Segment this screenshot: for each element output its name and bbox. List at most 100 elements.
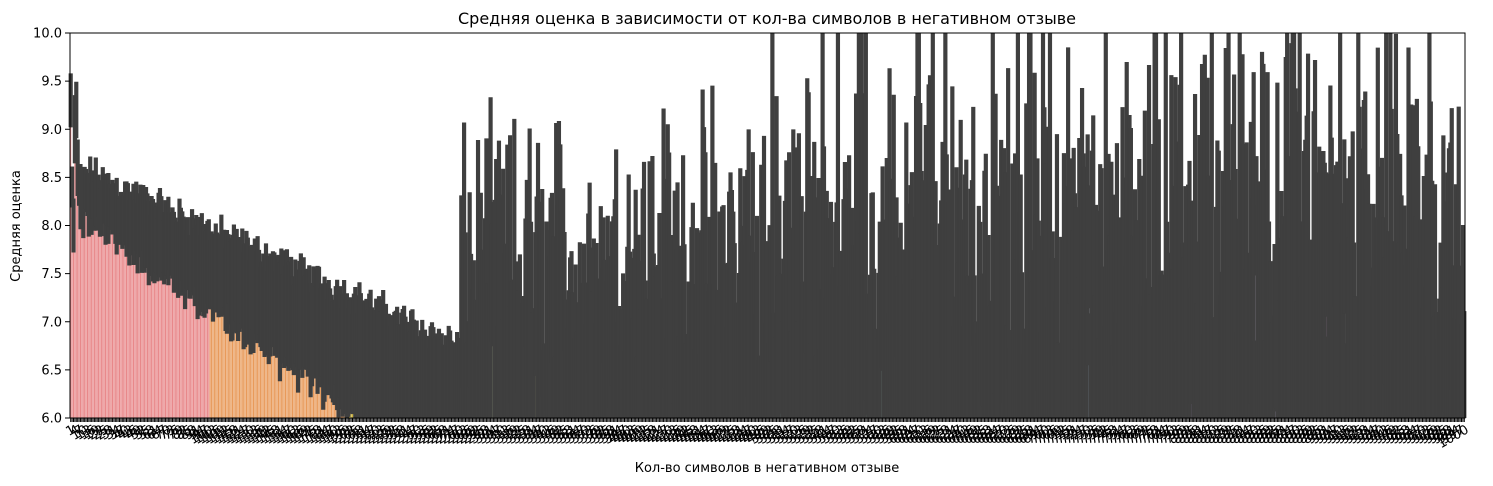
bar xyxy=(229,283,231,418)
bar xyxy=(216,271,218,418)
bar xyxy=(176,255,178,418)
bar xyxy=(113,207,115,418)
bar xyxy=(96,204,98,418)
bar xyxy=(255,291,257,418)
bar xyxy=(244,295,246,418)
bar xyxy=(272,299,274,418)
bar xyxy=(218,276,220,418)
bar xyxy=(77,167,79,418)
bar xyxy=(134,232,136,418)
bar xyxy=(137,238,139,418)
bar xyxy=(118,221,121,418)
bar xyxy=(132,224,135,418)
bar xyxy=(204,270,206,418)
x-tick-label: 52 xyxy=(127,422,149,443)
bar xyxy=(240,286,242,418)
bar xyxy=(230,289,232,418)
bar xyxy=(93,206,95,418)
bar xyxy=(273,304,275,418)
x-tick-label: 13 xyxy=(73,422,95,443)
bar xyxy=(271,304,273,418)
bar xyxy=(171,242,174,418)
bar xyxy=(89,189,91,418)
bar xyxy=(167,241,169,418)
bar xyxy=(146,230,148,418)
bar xyxy=(191,252,193,418)
bar xyxy=(219,273,221,418)
bar xyxy=(95,191,97,418)
bar xyxy=(275,312,277,418)
y-tick-label: 7.0 xyxy=(41,315,62,330)
x-tick-label: 97 xyxy=(190,422,212,443)
x-tick-label: 67 xyxy=(148,422,170,443)
bar xyxy=(257,289,259,418)
bar xyxy=(100,208,102,418)
bar xyxy=(81,196,83,418)
bar xyxy=(158,233,160,418)
bar xyxy=(107,208,109,418)
bar xyxy=(238,284,241,418)
x-tick-label: 64 xyxy=(144,422,166,443)
bar xyxy=(88,204,90,418)
x-tick-label: 91 xyxy=(182,422,204,443)
bar xyxy=(109,205,111,418)
bar xyxy=(166,239,168,418)
bar xyxy=(264,312,266,418)
bar xyxy=(237,290,239,418)
bar xyxy=(194,267,196,418)
bar xyxy=(195,251,197,418)
bar xyxy=(125,219,128,418)
x-tick-label: 94 xyxy=(186,422,208,443)
bar xyxy=(106,200,108,418)
x-tick-label: 49 xyxy=(123,422,145,443)
bar xyxy=(220,265,222,418)
bar xyxy=(164,239,167,418)
y-tick-label: 8.0 xyxy=(41,219,62,234)
bar xyxy=(79,196,82,418)
bar xyxy=(144,238,146,418)
bar xyxy=(75,110,77,418)
bar xyxy=(138,223,140,418)
bar xyxy=(233,278,235,418)
y-axis-label: Средняя оценка xyxy=(9,170,24,282)
bar xyxy=(130,223,132,418)
bar xyxy=(162,246,164,418)
bar xyxy=(250,300,252,418)
bar xyxy=(202,271,204,418)
bar xyxy=(153,242,155,418)
bar xyxy=(78,187,80,418)
x-tick-label: 10 xyxy=(69,422,91,443)
bar xyxy=(82,206,84,418)
bar xyxy=(248,299,250,418)
bar xyxy=(160,238,162,418)
y-tick-label: 9.0 xyxy=(41,123,62,138)
x-tick-label: 70 xyxy=(152,422,174,443)
bar xyxy=(156,249,158,418)
x-tick-label: 25 xyxy=(90,422,112,443)
x-tick-label: 37 xyxy=(106,422,128,443)
bar xyxy=(183,254,185,418)
bar xyxy=(276,307,278,418)
bar xyxy=(127,218,129,418)
bar xyxy=(163,248,165,418)
bar xyxy=(70,100,72,418)
y-tick-label: 10.0 xyxy=(33,27,62,42)
bar xyxy=(212,280,214,418)
plot-frame xyxy=(69,32,1466,419)
bar xyxy=(209,274,211,418)
x-tick-label: 55 xyxy=(131,422,153,443)
bar xyxy=(128,233,130,418)
bar xyxy=(145,227,147,418)
x-tick-label: 88 xyxy=(178,422,200,443)
bar xyxy=(205,272,207,418)
error-bars-group xyxy=(68,33,1467,418)
x-tick-label: 46 xyxy=(119,422,141,443)
x-tick-label: 28 xyxy=(94,422,116,443)
bar xyxy=(231,287,234,418)
bar xyxy=(103,200,105,418)
bar xyxy=(262,301,264,418)
bar xyxy=(178,240,181,418)
bar xyxy=(181,245,183,418)
bar xyxy=(91,208,93,418)
bar xyxy=(139,220,142,418)
